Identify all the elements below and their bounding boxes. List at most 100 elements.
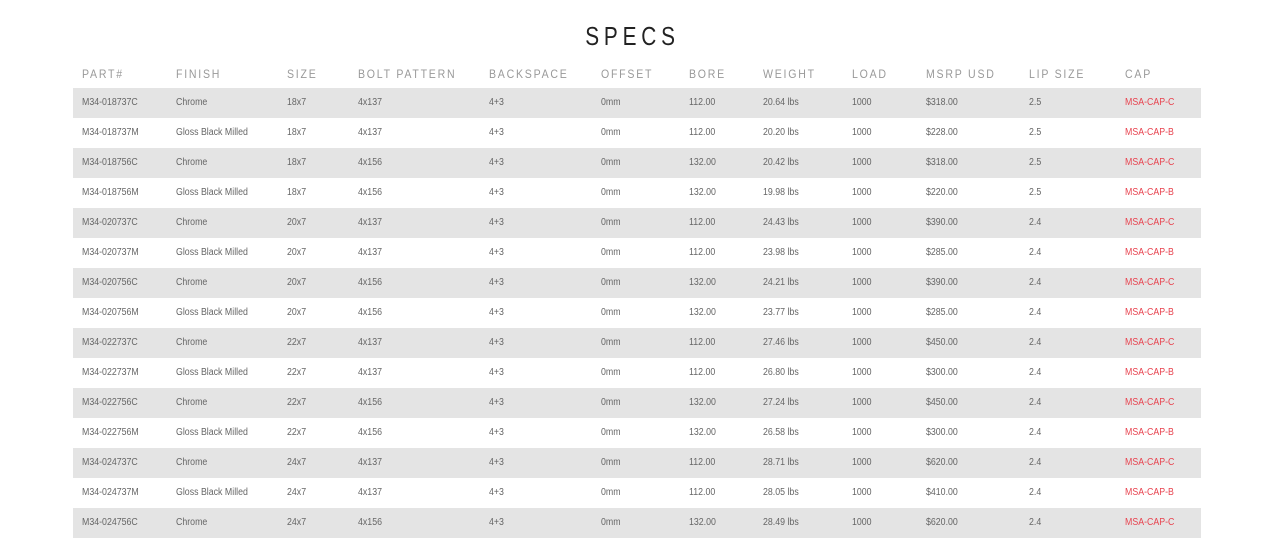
cell-part: M34-022737C xyxy=(82,337,138,348)
cap-link[interactable]: MSA-CAP-B xyxy=(1125,187,1174,198)
cell-offset: 0mm xyxy=(601,277,621,288)
cap-link[interactable]: MSA-CAP-B xyxy=(1125,307,1174,318)
cell-bolt-pattern: 4x137 xyxy=(358,487,382,498)
cell-load: 1000 xyxy=(852,307,872,318)
cell-offset: 0mm xyxy=(601,247,621,258)
cell-msrp: $318.00 xyxy=(926,157,958,168)
cell-size: 18x7 xyxy=(287,157,307,168)
cell-backspace: 4+3 xyxy=(489,337,504,348)
cap-link[interactable]: MSA-CAP-B xyxy=(1125,487,1174,498)
specs-table: PART# FINISH SIZE BOLT PATTERN BACKSPACE OFFS… xyxy=(73,60,1201,538)
cell-finish: Chrome xyxy=(176,517,208,528)
cell-size: 18x7 xyxy=(287,187,307,198)
cell-bore: 112.00 xyxy=(689,367,716,378)
cell-size: 22x7 xyxy=(287,397,307,408)
cell-backspace: 4+3 xyxy=(489,307,504,318)
cell-part: M34-020737C xyxy=(82,217,138,228)
column-header-offset: OFFSET xyxy=(601,67,654,81)
cap-link[interactable]: MSA-CAP-C xyxy=(1125,97,1175,108)
cell-backspace: 4+3 xyxy=(489,397,504,408)
cap-link[interactable]: MSA-CAP-C xyxy=(1125,457,1175,468)
cell-lip-size: 2.4 xyxy=(1029,337,1042,348)
cell-weight: 27.24 lbs xyxy=(763,397,799,408)
column-header-bore: BORE xyxy=(689,67,726,81)
cell-load: 1000 xyxy=(852,217,872,228)
cell-lip-size: 2.4 xyxy=(1029,427,1042,438)
cell-weight: 28.71 lbs xyxy=(763,457,799,468)
cell-offset: 0mm xyxy=(601,127,621,138)
cell-lip-size: 2.4 xyxy=(1029,217,1042,228)
cell-lip-size: 2.5 xyxy=(1029,187,1042,198)
table-row: M34-024737C Chrome 24x7 4x137 4+3 0mm 112.00 28… xyxy=(73,448,1201,478)
cell-bore: 132.00 xyxy=(689,397,716,408)
cell-weight: 26.58 lbs xyxy=(763,427,799,438)
column-header-finish: FINISH xyxy=(176,67,222,81)
cell-size: 24x7 xyxy=(287,517,307,528)
cell-bolt-pattern: 4x137 xyxy=(358,97,382,108)
cell-backspace: 4+3 xyxy=(489,217,504,228)
cell-lip-size: 2.5 xyxy=(1029,127,1042,138)
column-header-size: SIZE xyxy=(287,67,318,81)
column-header-weight: WEIGHT xyxy=(763,67,816,81)
table-row: M34-020756M Gloss Black Milled 20x7 4x156 4+… xyxy=(73,298,1201,328)
cell-backspace: 4+3 xyxy=(489,427,504,438)
cell-part: M34-022756M xyxy=(82,427,139,438)
cell-part: M34-022737M xyxy=(82,367,139,378)
table-row: M34-018737M Gloss Black Milled 18x7 4x137 4+… xyxy=(73,118,1201,148)
cap-link[interactable]: MSA-CAP-C xyxy=(1125,397,1175,408)
cell-part: M34-024737M xyxy=(82,487,139,498)
cell-backspace: 4+3 xyxy=(489,157,504,168)
cell-lip-size: 2.5 xyxy=(1029,97,1042,108)
cell-finish: Gloss Black Milled xyxy=(176,307,248,318)
table-row: M34-022737M Gloss Black Milled 22x7 4x137 4+… xyxy=(73,358,1201,388)
cell-bore: 132.00 xyxy=(689,307,716,318)
cap-link[interactable]: MSA-CAP-C xyxy=(1125,157,1175,168)
table-header-row: PART# FINISH SIZE BOLT PATTERN BACKSPACE OFFS… xyxy=(73,60,1201,88)
cell-weight: 20.64 lbs xyxy=(763,97,799,108)
cap-link[interactable]: MSA-CAP-C xyxy=(1125,217,1175,228)
cell-finish: Gloss Black Milled xyxy=(176,247,248,258)
cell-msrp: $228.00 xyxy=(926,127,958,138)
cell-msrp: $410.00 xyxy=(926,487,958,498)
cell-offset: 0mm xyxy=(601,427,621,438)
cap-link[interactable]: MSA-CAP-B xyxy=(1125,367,1174,378)
cell-part: M34-020737M xyxy=(82,247,139,258)
cap-link[interactable]: MSA-CAP-C xyxy=(1125,517,1175,528)
cell-backspace: 4+3 xyxy=(489,127,504,138)
cell-size: 20x7 xyxy=(287,307,307,318)
cell-msrp: $450.00 xyxy=(926,397,958,408)
cell-finish: Chrome xyxy=(176,217,208,228)
cell-msrp: $318.00 xyxy=(926,97,958,108)
cap-link[interactable]: MSA-CAP-B xyxy=(1125,427,1174,438)
cell-weight: 24.43 lbs xyxy=(763,217,799,228)
cell-part: M34-020756C xyxy=(82,277,138,288)
cell-bolt-pattern: 4x137 xyxy=(358,457,382,468)
cell-load: 1000 xyxy=(852,457,872,468)
cell-load: 1000 xyxy=(852,427,872,438)
cell-backspace: 4+3 xyxy=(489,517,504,528)
cell-backspace: 4+3 xyxy=(489,277,504,288)
cell-finish: Chrome xyxy=(176,157,208,168)
cap-link[interactable]: MSA-CAP-B xyxy=(1125,247,1174,258)
table-row: M34-018756C Chrome 18x7 4x156 4+3 0mm 132.00 20… xyxy=(73,148,1201,178)
cell-load: 1000 xyxy=(852,97,872,108)
cap-link[interactable]: MSA-CAP-C xyxy=(1125,337,1175,348)
table-row: M34-022756C Chrome 22x7 4x156 4+3 0mm 132.00 27… xyxy=(73,388,1201,418)
table-row: M34-024737M Gloss Black Milled 24x7 4x137 4+… xyxy=(73,478,1201,508)
cell-offset: 0mm xyxy=(601,457,621,468)
cell-bore: 112.00 xyxy=(689,127,716,138)
cell-part: M34-022756C xyxy=(82,397,138,408)
table-row: M34-020737M Gloss Black Milled 20x7 4x137 4+… xyxy=(73,238,1201,268)
cell-weight: 26.80 lbs xyxy=(763,367,799,378)
table-row: M34-022737C Chrome 22x7 4x137 4+3 0mm 112.00 27… xyxy=(73,328,1201,358)
cell-bore: 112.00 xyxy=(689,457,716,468)
cell-bolt-pattern: 4x156 xyxy=(358,157,382,168)
cap-link[interactable]: MSA-CAP-B xyxy=(1125,127,1174,138)
column-header-part: PART# xyxy=(82,67,124,81)
cell-bore: 132.00 xyxy=(689,427,716,438)
cell-lip-size: 2.4 xyxy=(1029,277,1042,288)
cell-size: 18x7 xyxy=(287,127,307,138)
cell-bore: 132.00 xyxy=(689,187,716,198)
cap-link[interactable]: MSA-CAP-C xyxy=(1125,277,1175,288)
cell-finish: Gloss Black Milled xyxy=(176,187,248,198)
